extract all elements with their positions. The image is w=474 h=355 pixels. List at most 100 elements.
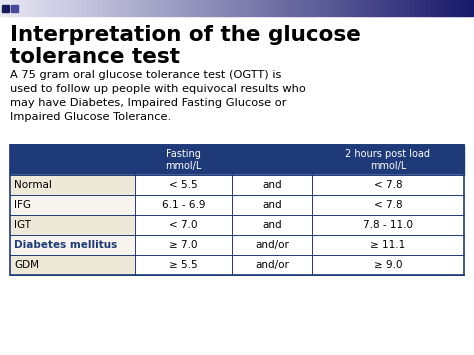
Bar bbox=[304, 0, 309, 16]
Bar bbox=[118, 0, 123, 16]
Bar bbox=[458, 0, 463, 16]
Bar bbox=[232, 255, 312, 275]
Bar bbox=[435, 0, 439, 16]
Bar bbox=[205, 0, 210, 16]
Bar bbox=[135, 255, 232, 275]
Bar bbox=[344, 0, 348, 16]
Text: may have Diabetes, Impaired Fasting Glucose or: may have Diabetes, Impaired Fasting Gluc… bbox=[10, 98, 286, 108]
Bar bbox=[336, 0, 340, 16]
Text: and/or: and/or bbox=[255, 240, 289, 250]
Bar bbox=[324, 0, 328, 16]
Bar bbox=[232, 195, 312, 215]
Bar bbox=[403, 0, 407, 16]
Bar bbox=[10, 145, 464, 275]
Bar bbox=[95, 0, 99, 16]
Text: IFG: IFG bbox=[14, 200, 31, 210]
Bar bbox=[312, 195, 464, 215]
Bar bbox=[371, 0, 376, 16]
Bar bbox=[16, 0, 20, 16]
Bar bbox=[0, 0, 4, 16]
Bar bbox=[257, 0, 261, 16]
Bar bbox=[312, 235, 464, 255]
Bar bbox=[423, 0, 427, 16]
Bar bbox=[213, 0, 218, 16]
Bar bbox=[415, 0, 419, 16]
Bar bbox=[12, 0, 16, 16]
Bar bbox=[320, 0, 324, 16]
Bar bbox=[91, 0, 95, 16]
Text: and: and bbox=[263, 220, 282, 230]
Bar bbox=[55, 0, 60, 16]
Text: Diabetes mellitus: Diabetes mellitus bbox=[14, 240, 117, 250]
Bar bbox=[379, 0, 383, 16]
Bar bbox=[312, 0, 317, 16]
Bar bbox=[198, 0, 202, 16]
Bar bbox=[367, 0, 372, 16]
Bar bbox=[59, 0, 64, 16]
Bar bbox=[166, 0, 170, 16]
Bar bbox=[71, 0, 75, 16]
Bar bbox=[24, 0, 28, 16]
Bar bbox=[110, 0, 115, 16]
Text: < 7.0: < 7.0 bbox=[169, 220, 198, 230]
Bar bbox=[158, 0, 163, 16]
Bar bbox=[312, 255, 464, 275]
Bar bbox=[395, 0, 400, 16]
Bar bbox=[217, 0, 222, 16]
Bar bbox=[10, 255, 135, 275]
Bar bbox=[261, 0, 265, 16]
Bar bbox=[411, 0, 415, 16]
Bar bbox=[281, 0, 285, 16]
Text: ≥ 7.0: ≥ 7.0 bbox=[169, 240, 198, 250]
Bar bbox=[237, 0, 241, 16]
Text: and: and bbox=[263, 200, 282, 210]
Bar bbox=[127, 0, 131, 16]
Bar bbox=[328, 0, 332, 16]
Bar bbox=[364, 0, 368, 16]
Bar bbox=[44, 0, 48, 16]
Bar bbox=[387, 0, 392, 16]
Bar bbox=[63, 0, 68, 16]
Bar bbox=[241, 0, 246, 16]
Bar bbox=[10, 195, 135, 215]
Bar bbox=[115, 0, 119, 16]
Text: and/or: and/or bbox=[255, 260, 289, 270]
Bar bbox=[419, 0, 423, 16]
Bar bbox=[229, 0, 234, 16]
Bar bbox=[8, 0, 12, 16]
Bar bbox=[122, 0, 127, 16]
Bar bbox=[2, 5, 9, 12]
Bar bbox=[162, 0, 166, 16]
Bar bbox=[20, 0, 24, 16]
Bar bbox=[316, 0, 320, 16]
Bar bbox=[332, 0, 336, 16]
Bar bbox=[142, 0, 146, 16]
Bar bbox=[87, 0, 91, 16]
Bar bbox=[154, 0, 158, 16]
Bar bbox=[174, 0, 178, 16]
Bar bbox=[193, 0, 198, 16]
Bar bbox=[352, 0, 356, 16]
Bar bbox=[83, 0, 87, 16]
Bar bbox=[170, 0, 174, 16]
Bar bbox=[210, 0, 214, 16]
Bar bbox=[308, 0, 312, 16]
Bar bbox=[391, 0, 395, 16]
Bar bbox=[10, 145, 464, 175]
Bar bbox=[232, 175, 312, 195]
Text: Interpretation of the glucose: Interpretation of the glucose bbox=[10, 25, 361, 45]
Bar bbox=[232, 235, 312, 255]
Bar bbox=[232, 215, 312, 235]
Bar bbox=[470, 0, 474, 16]
Bar bbox=[4, 0, 9, 16]
Bar bbox=[312, 175, 464, 195]
Bar bbox=[276, 0, 281, 16]
Bar bbox=[75, 0, 80, 16]
Text: GDM: GDM bbox=[14, 260, 39, 270]
Bar bbox=[135, 235, 232, 255]
Bar bbox=[296, 0, 301, 16]
Bar bbox=[27, 0, 32, 16]
Bar bbox=[249, 0, 253, 16]
Bar bbox=[221, 0, 226, 16]
Bar bbox=[347, 0, 352, 16]
